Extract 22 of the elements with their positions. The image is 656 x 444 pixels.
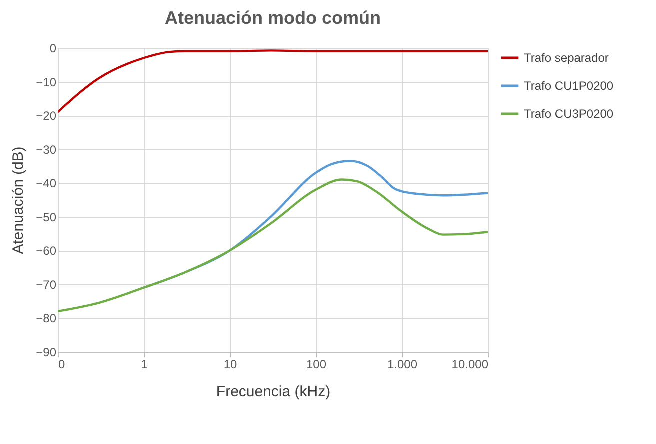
x-tick-label: 1 [141,358,148,372]
y-tick-label: −10 [36,75,57,90]
chart-title: Atenuación modo común [165,8,381,28]
x-tick-label: 1.000 [387,358,418,372]
y-tick-label: −30 [36,142,57,157]
y-tick-label: −50 [36,210,57,224]
y-tick-label: −70 [36,278,57,292]
x-axis-title: Frecuencia (kHz) [216,384,331,400]
x-tick-label: 0 [58,358,66,372]
y-tick-label: −60 [36,244,57,258]
y-tick-label: 0 [50,42,57,56]
y-tick-label: −40 [36,176,57,191]
legend-label: Trafo CU3P0200 [524,107,614,121]
y-tick-label: −90 [36,346,57,360]
x-tick-label: 10 [224,358,238,372]
legend-label: Trafo CU1P0200 [524,79,614,93]
y-tick-label: −80 [36,312,57,326]
x-tick-label: 100 [306,358,327,372]
y-tick-label: −20 [36,109,57,124]
legend-label: Trafo separador [524,51,609,65]
y-axis-title: Atenuación (dB) [10,146,28,254]
x-tick-label: 10.000 [452,358,489,372]
